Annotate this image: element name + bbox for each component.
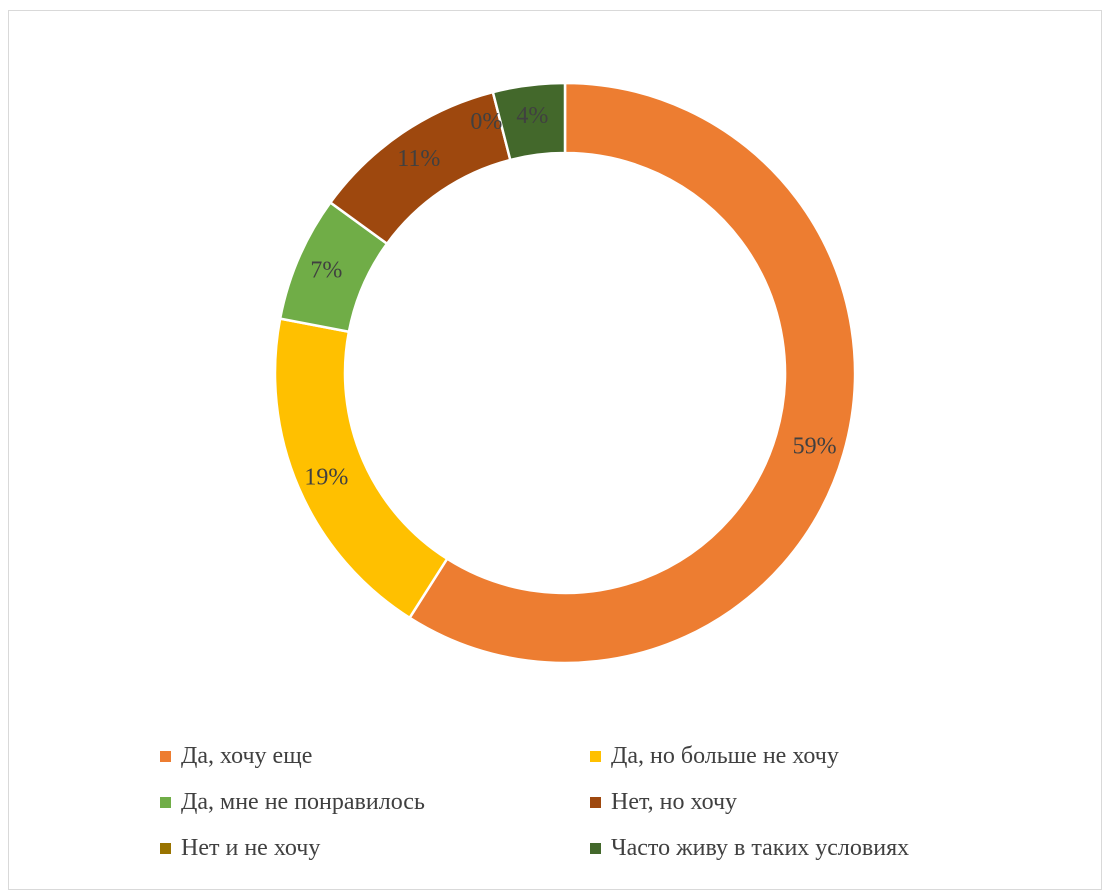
slices-layer xyxy=(273,81,857,665)
legend-item-da-hochu-eshche: Да, хочу еще xyxy=(160,738,590,774)
legend-swatch xyxy=(590,842,601,854)
data-label-2: 19% xyxy=(304,464,348,490)
labels-layer: 59% 19% 7% 11% 0% 4% xyxy=(304,103,836,490)
legend-swatch xyxy=(160,842,171,854)
legend-label: Да, но больше не хочу xyxy=(611,742,839,769)
legend-swatch xyxy=(590,796,601,808)
legend-label: Нет, но хочу xyxy=(611,788,738,815)
legend-item-da-mne-ne-ponravilos: Да, мне не понравилось xyxy=(160,784,590,820)
slice-1 xyxy=(407,81,857,665)
data-label-4: 11% xyxy=(397,146,440,172)
data-label-6: 4% xyxy=(516,103,548,129)
legend-item-da-no-bolshe-ne-hochu: Да, но больше не хочу xyxy=(590,738,1010,774)
legend-label: Да, хочу еще xyxy=(181,742,313,769)
chart-frame xyxy=(8,10,1102,890)
legend-swatch xyxy=(160,796,171,808)
legend-item-net-i-ne-hochu: Нет и не хочу xyxy=(160,830,590,866)
legend-swatch xyxy=(160,750,171,762)
legend-item-chasto-zhivu: Часто живу в таких условиях xyxy=(590,830,1010,866)
slice-6 xyxy=(491,81,567,162)
donut-chart: 59% 19% 7% 11% 0% 4% xyxy=(273,81,857,665)
legend-swatch xyxy=(590,750,601,762)
legend-label: Нет и не хочу xyxy=(181,834,321,861)
data-label-1: 59% xyxy=(793,434,837,460)
legend-item-net-no-hochu: Нет, но хочу xyxy=(590,784,1010,820)
legend-label: Часто живу в таких условиях xyxy=(611,834,910,861)
slice-2 xyxy=(273,317,449,620)
data-label-5: 0% xyxy=(470,109,502,135)
data-label-3: 7% xyxy=(310,258,342,284)
legend: Да, хочу еще Да, но больше не хочу Да, м… xyxy=(160,738,1040,866)
legend-label: Да, мне не понравилось xyxy=(181,788,425,815)
